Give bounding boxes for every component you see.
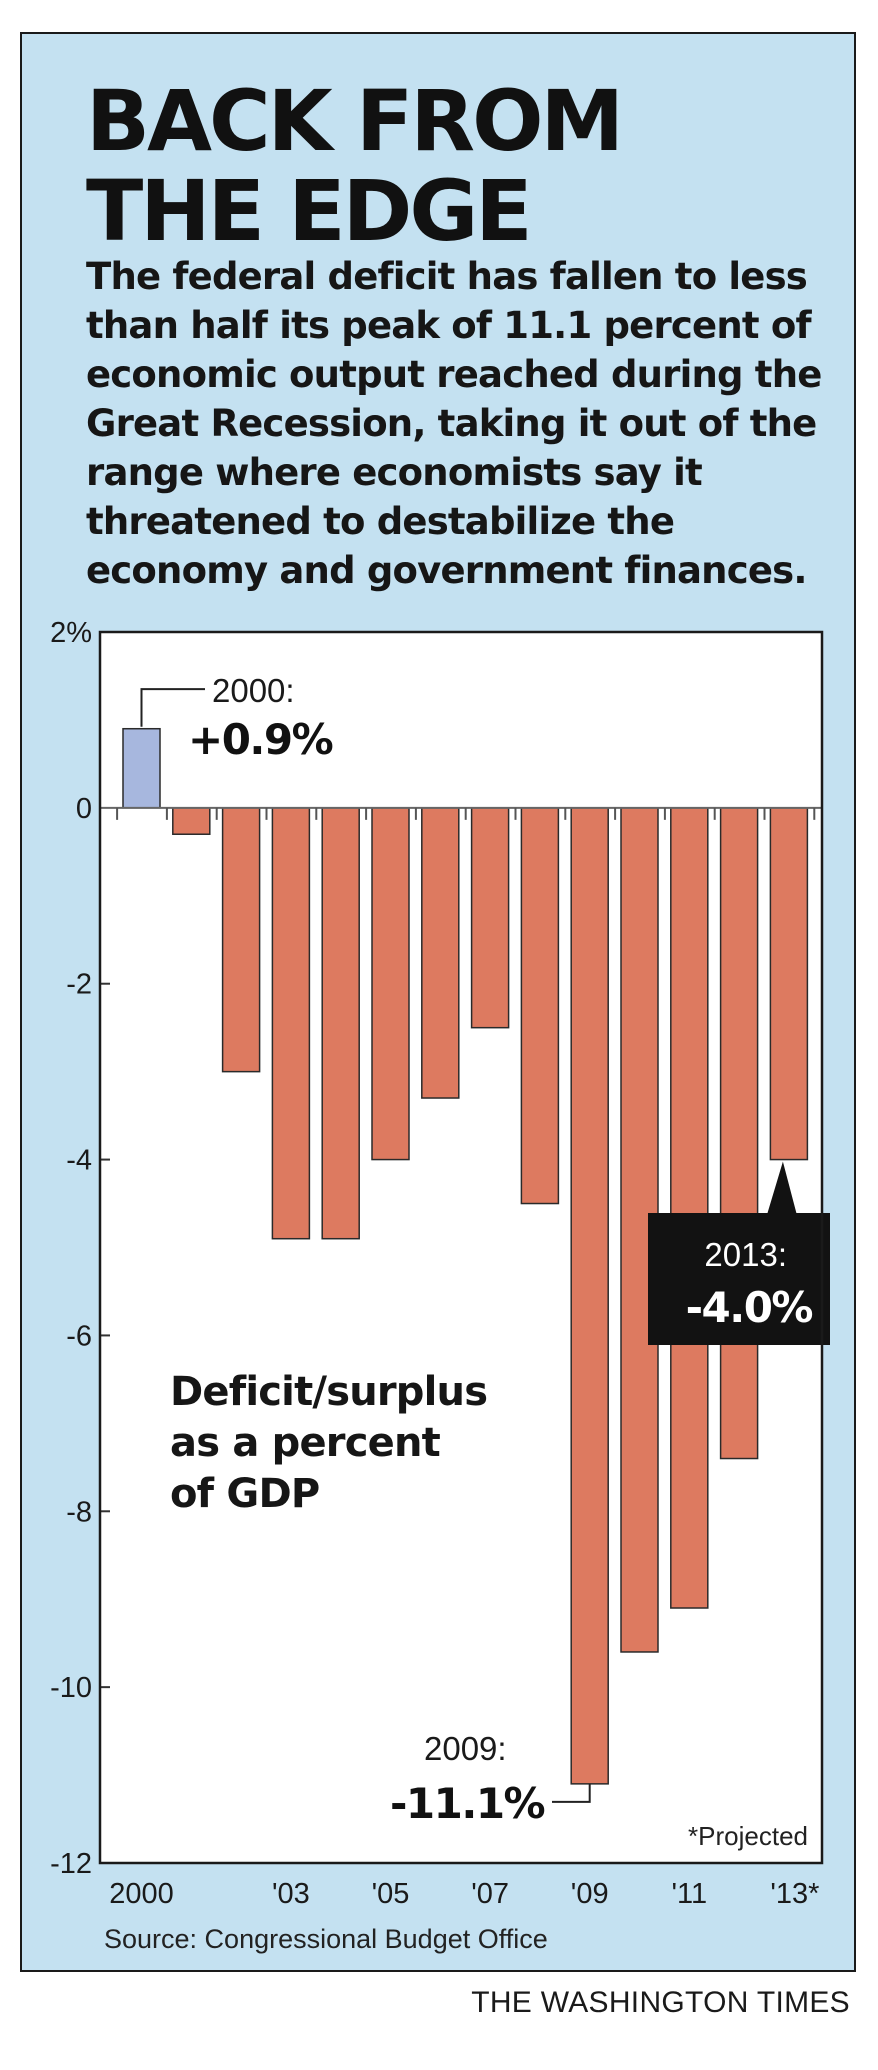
leader-line-2000 [140,688,205,727]
bar-2013 [769,807,809,1161]
series-label-line: of GDP [170,1471,319,1517]
bar-2001 [172,807,211,835]
bar-2011 [670,807,709,1609]
annotation-2013-value: -4.0% [686,1283,813,1332]
bar-2012 [719,807,759,1460]
title-line-2: THE EDGE [86,162,533,260]
title-line-1: BACK FROM [86,72,624,170]
chart-title: BACK FROM THE EDGE [86,76,624,256]
y-tick-label: -8 [66,1496,92,1528]
callout-box-2013 [648,1213,830,1345]
bar-2002 [221,807,261,1073]
y-tick-label: -6 [66,1320,92,1352]
bar-2000 [122,727,161,809]
bar-2004 [321,807,360,1240]
bars-group [122,727,809,1785]
deficit-bar-chart: 2% 0 -2 -4 -6 -8 -10 -12 2000 '03 '05 '07 '09 '11 '13… [50,617,830,1954]
x-axis-ticks: 2000 '03 '05 '07 '09 '11 '13* [109,807,819,1910]
x-tick-label: '03 [272,1878,310,1910]
annotation-2009-value: -11.1% [390,1779,545,1828]
plot-border [98,630,824,1865]
x-tick-label: '05 [372,1878,410,1910]
bar-2008 [520,807,560,1205]
bar-2005 [371,807,410,1161]
series-label-line: as a percent [170,1420,441,1466]
series-label: Deficit/surplus as a percent of GDP [170,1369,487,1517]
bar-2006 [421,807,460,1099]
x-tick-label: '11 [671,1878,707,1910]
bar-2003 [271,807,311,1240]
x-tick-label: 2000 [109,1878,174,1910]
source-text: Source: Congressional Budget Office [104,1924,548,1954]
bar-2007 [470,807,510,1029]
publisher-credit: THE WASHINGTON TIMES [471,1986,850,2019]
y-tick-label: 0 [76,793,92,825]
y-tick-label: -4 [66,1145,92,1177]
x-tick-label: '13* [770,1878,819,1910]
bar-2009 [570,807,609,1785]
projected-note: *Projected [688,1821,808,1851]
y-tick-label: 2% [50,617,92,649]
x-tick-label: '07 [471,1878,509,1910]
leader-line-2009 [552,1783,591,1803]
y-tick-label: -10 [50,1672,92,1704]
annotation-2013-year: 2013: [704,1236,787,1273]
y-tick-label: -2 [66,969,92,1001]
annotations-group: 2000: +0.9% 2009: -11.1% 2013: -4.0% [140,672,830,1828]
x-tick-label: '09 [571,1878,609,1910]
series-label-line: Deficit/surplus [170,1369,487,1415]
annotation-2009-year: 2009: [424,1730,507,1767]
callout-pointer-2013 [766,1161,797,1215]
y-axis-ticks: 2% 0 -2 -4 -6 -8 -10 -12 [50,617,110,1880]
annotation-2000-year: 2000: [212,672,295,709]
annotation-2000-value: +0.9% [188,715,333,764]
chart-subtitle: The federal deficit has fallen to less t… [86,255,822,592]
y-tick-label: -12 [50,1848,92,1880]
